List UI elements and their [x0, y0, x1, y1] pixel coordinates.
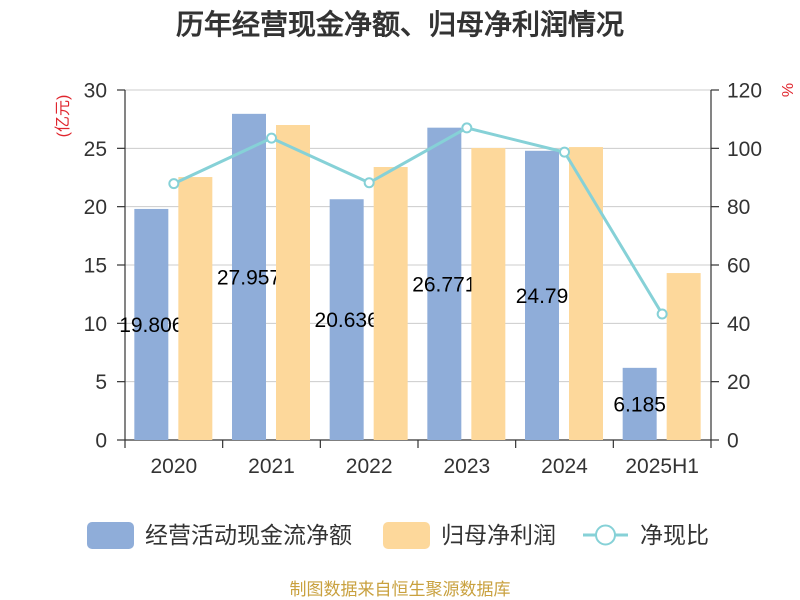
cash-flow-bar	[329, 199, 364, 440]
cash-flow-value-label: 26.771	[412, 273, 476, 296]
cash-flow-bar	[525, 150, 559, 441]
ratio-point	[168, 178, 180, 190]
legend-label-ratio: 净现比	[640, 522, 709, 548]
legend-item-net-profit: 归母净利润	[383, 522, 556, 549]
legend-swatch-ratio-marker	[595, 524, 616, 546]
cash-flow-bar	[427, 127, 462, 441]
net-profit-bar	[373, 167, 408, 440]
x-category-label: 2022	[346, 455, 393, 478]
y-left-tick-label: 20	[84, 196, 107, 219]
legend-swatch-cash-flow	[87, 522, 134, 549]
chart-title: 历年经营现金净额、归母净利润情况	[176, 8, 624, 40]
y-right-tick-label: 20	[727, 371, 750, 394]
y-right-tick-label: 120	[727, 80, 762, 103]
y-right-tick-label: 40	[727, 313, 750, 336]
ratio-point	[266, 132, 277, 144]
legend-label-net-profit: 归母净利润	[441, 522, 556, 548]
axes: 0 5 10 15 20 25 30 0 20 40 60 80 100 120 2020 2021 2022 2…	[84, 80, 762, 479]
y-left-tick-label: 5	[95, 371, 107, 394]
ratio-point	[656, 308, 668, 320]
ratio-point	[559, 146, 570, 158]
y-right-tick-label: 80	[727, 196, 750, 219]
cash-flow-value-label: 24.79	[516, 285, 569, 308]
x-category-label: 2024	[541, 455, 588, 478]
ratio-point	[461, 122, 473, 134]
cash-flow-value-labels: 19.806 27.957 20.636 26.771 24.79 6.185	[119, 266, 666, 416]
legend-item-ratio: 净现比	[583, 522, 709, 548]
y-left-tick-label: 10	[84, 313, 107, 336]
cash-flow-value-label: 27.957	[217, 266, 281, 289]
net-profit-bars	[178, 125, 701, 441]
y-left-tick-label: 15	[84, 255, 107, 278]
cash-flow-bar	[622, 367, 657, 440]
net-profit-bar	[471, 147, 506, 440]
cash-flow-bar	[232, 113, 266, 441]
y-right-tick-label: 100	[727, 138, 762, 161]
cash-flow-value-label: 19.806	[119, 314, 183, 337]
legend-swatch-net-profit	[383, 522, 430, 549]
source-footer: 制图数据来自恒生聚源数据库	[290, 580, 511, 599]
cash-flow-value-label: 6.185	[613, 393, 666, 416]
cash-flow-value-label: 20.636	[315, 309, 379, 332]
x-category-label: 2025H1	[625, 455, 699, 478]
ratio-line	[173, 126, 664, 315]
y-right-tick-label: 0	[727, 430, 739, 453]
legend-item-cash-flow: 经营活动现金流净额	[87, 522, 352, 549]
legend: 经营活动现金流净额 归母净利润 净现比	[87, 522, 709, 549]
gridlines	[125, 89, 711, 383]
net-profit-bar	[569, 147, 603, 441]
net-profit-bar	[276, 125, 310, 440]
x-category-label: 2023	[443, 455, 490, 478]
ratio-line-series	[168, 122, 668, 320]
y-left-tick-label: 25	[84, 138, 107, 161]
y-right-tick-label: 60	[727, 255, 750, 278]
y-left-axis-title: (亿元)	[54, 95, 72, 138]
ratio-point	[363, 177, 375, 189]
legend-label-cash-flow: 经营活动现金流净额	[145, 522, 352, 548]
cash-flow-bars	[134, 113, 657, 441]
net-profit-bar	[666, 273, 701, 440]
y-left-tick-label: 0	[95, 430, 107, 453]
cash-flow-bar	[134, 208, 169, 440]
x-category-label: 2020	[150, 455, 197, 478]
x-category-label: 2021	[248, 455, 295, 478]
y-right-axis-title: %	[780, 83, 797, 97]
y-left-tick-label: 30	[84, 80, 107, 103]
net-profit-bar	[178, 177, 213, 441]
